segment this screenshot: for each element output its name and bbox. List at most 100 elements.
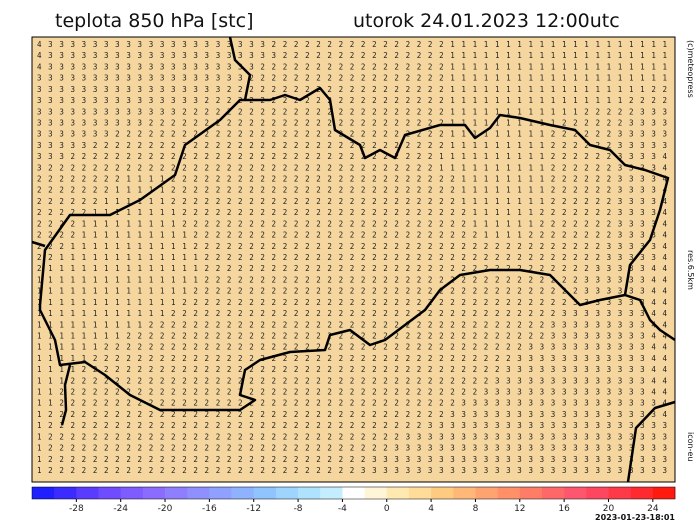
grid-row: 1222222222222222222222222222222223333333… (37, 432, 667, 441)
colorbar-swatch (298, 487, 321, 499)
grid-row: 2221111111111122222222222222222222222222… (37, 242, 667, 251)
grid-row: 3332222222222222222222222222222222221111… (37, 152, 667, 161)
copyright: (c)meteopress (686, 40, 695, 98)
colorbar-tick-label: 20 (603, 504, 615, 514)
grid-row: 1111111111111112222222222222222222222222… (37, 275, 667, 284)
grid-row: 1111112222222222222222222222222222222222… (37, 343, 667, 352)
colorbar-tick-label: 4 (428, 504, 434, 514)
colorbar-swatch (187, 487, 210, 499)
grid-row: 2222211111111222222222222222222222222221… (37, 208, 667, 217)
colorbar-swatch (142, 487, 166, 499)
grid-row: 3333333222222222222222222222222222222111… (37, 130, 667, 139)
grid-row: 3333322222222222222222222222222222222111… (37, 141, 667, 150)
grid-row: 2222221111112222222222222222222222222211… (37, 197, 667, 206)
colorbar-tick-label: -12 (246, 504, 261, 514)
colorbar-tick-label: -28 (69, 504, 84, 514)
colorbar-tick-label: 8 (473, 504, 479, 514)
grid-row: 4333333333333333333333222222222222222111… (37, 51, 667, 60)
borders (31, 36, 676, 483)
grid-row: 2222111111111222222222222222222222222221… (37, 219, 667, 228)
colorbar-swatch (453, 487, 476, 499)
grid-row: 2211111111111112222222222222222222222222… (37, 253, 667, 262)
border (228, 36, 252, 101)
colorbar: -28 -24 -20 -16 -12 -8 -4 0 4 8 12 16 20 24 (31, 486, 676, 514)
colorbar-swatch (165, 487, 188, 499)
colorbar-tick-label: -16 (202, 504, 217, 514)
colorbar-swatch (54, 487, 77, 499)
grid-row: 2111111111111112222222222222222222222222… (37, 264, 667, 273)
grid-row: 1111111122222222222222222222222222222222… (37, 331, 667, 340)
grid-row: 1222222222222222222222222222222233333333… (37, 444, 667, 453)
run-time: 2023-01-23-18:01 (595, 513, 675, 522)
grid-row: 3222222222222222222222222222222222221111… (37, 163, 667, 172)
value-grid: 4333333333333333333332222222222222222111… (37, 40, 667, 475)
grid-row: 2222222211112222222222222222222222222211… (37, 175, 667, 184)
colorbar-swatch (342, 487, 365, 499)
colorbar-swatch (586, 487, 609, 499)
colorbar-tick-label: -4 (338, 504, 347, 514)
grid-row: 1111222222222222222222222222222222222222… (37, 365, 667, 374)
border (31, 240, 46, 248)
model-name: icon-eu (686, 432, 695, 461)
grid-row: 3333333333333333322222222222222222222111… (37, 85, 667, 94)
colorbar-tick-label: -8 (294, 504, 303, 514)
colorbar-swatch (209, 487, 232, 499)
colorbar-swatch (253, 487, 277, 499)
grid-row: 1222222222222222222222222222222222222333… (37, 410, 667, 419)
grid-row: 1122222222222222222222222222222222222233… (37, 399, 667, 408)
grid-row: 4333333333333333333322222222222222222111… (37, 62, 667, 71)
grid-row: 1111111111111222222222222222222222222222… (37, 298, 667, 307)
grid-row: 2222222111112222222222222222222222222211… (37, 186, 667, 195)
colorbar-swatch (120, 487, 144, 499)
grid-row: 4333333333333333333332222222222222222111… (37, 40, 667, 49)
grid-row: 2222111111111122222222222222222222222222… (37, 231, 667, 240)
colorbar-swatch (652, 487, 676, 499)
valid-time: utorok 24.01.2023 12:00utc (353, 10, 620, 32)
colorbar-swatch (32, 487, 55, 499)
colorbar-swatch (431, 487, 454, 499)
grid-row: 1222222222222222222222222222223333333333… (37, 455, 667, 464)
colorbar-swatch (497, 487, 521, 499)
colorbar-tick-label: 16 (558, 504, 570, 514)
grid-row: 1111111111222222222222222222222222222222… (37, 320, 667, 329)
colorbar-swatch (386, 487, 410, 499)
colorbar-swatch (364, 487, 388, 499)
colorbar-swatch (275, 487, 299, 499)
border (624, 293, 676, 342)
grid-row: 1111111111111122222222222222222222222222… (37, 287, 667, 296)
colorbar-tick-label: 0 (384, 504, 390, 514)
border (60, 364, 72, 426)
grid-row: 1111122222222222222222222222222222222222… (37, 354, 667, 363)
grid-row: 1111111111112222222222222222222222222222… (37, 309, 667, 318)
colorbar-frame (31, 486, 676, 500)
grid-row: 3333333333333222222222222222222222222111… (37, 107, 667, 116)
grid-row: 1222222222222222222222222222233333333333… (37, 466, 667, 475)
resolution: res.6.5km (686, 250, 695, 290)
colorbar-swatch (564, 487, 587, 499)
colorbar-swatch (98, 487, 121, 499)
border (626, 400, 676, 483)
colorbar-swatch (519, 487, 543, 499)
colorbar-swatch (76, 487, 99, 499)
grid-row: 1222222222222222222222222222222222233333… (37, 421, 667, 430)
colorbar-swatch (231, 487, 255, 499)
colorbar-tick-label: -20 (158, 504, 173, 514)
colorbar-swatch (541, 487, 565, 499)
map-title: teplota 850 hPa [stc] (55, 10, 254, 32)
colorbar-tick-label: 12 (514, 504, 525, 514)
grid-row: 3333333333333333333222222222222222222111… (37, 74, 667, 83)
grid-row: 3333333333333332222222222222222222222111… (37, 96, 667, 105)
colorbar-swatch (630, 487, 654, 499)
colorbar-swatch (320, 487, 343, 499)
map-area (31, 36, 676, 483)
colorbar-swatch (608, 487, 631, 499)
country-border (38, 86, 670, 412)
colorbar-swatch (475, 487, 498, 499)
colorbar-tick-label: -24 (113, 504, 128, 514)
colorbar-swatch (408, 487, 432, 499)
grid-row: 1122222222222222222222222222222222222222… (37, 388, 667, 397)
grid-row: 1112222222222222222222222222222222222222… (37, 376, 667, 385)
grid-row: 3333333333222222222222222222222222222111… (37, 118, 667, 127)
colorbar-tick-label: 24 (647, 504, 659, 514)
